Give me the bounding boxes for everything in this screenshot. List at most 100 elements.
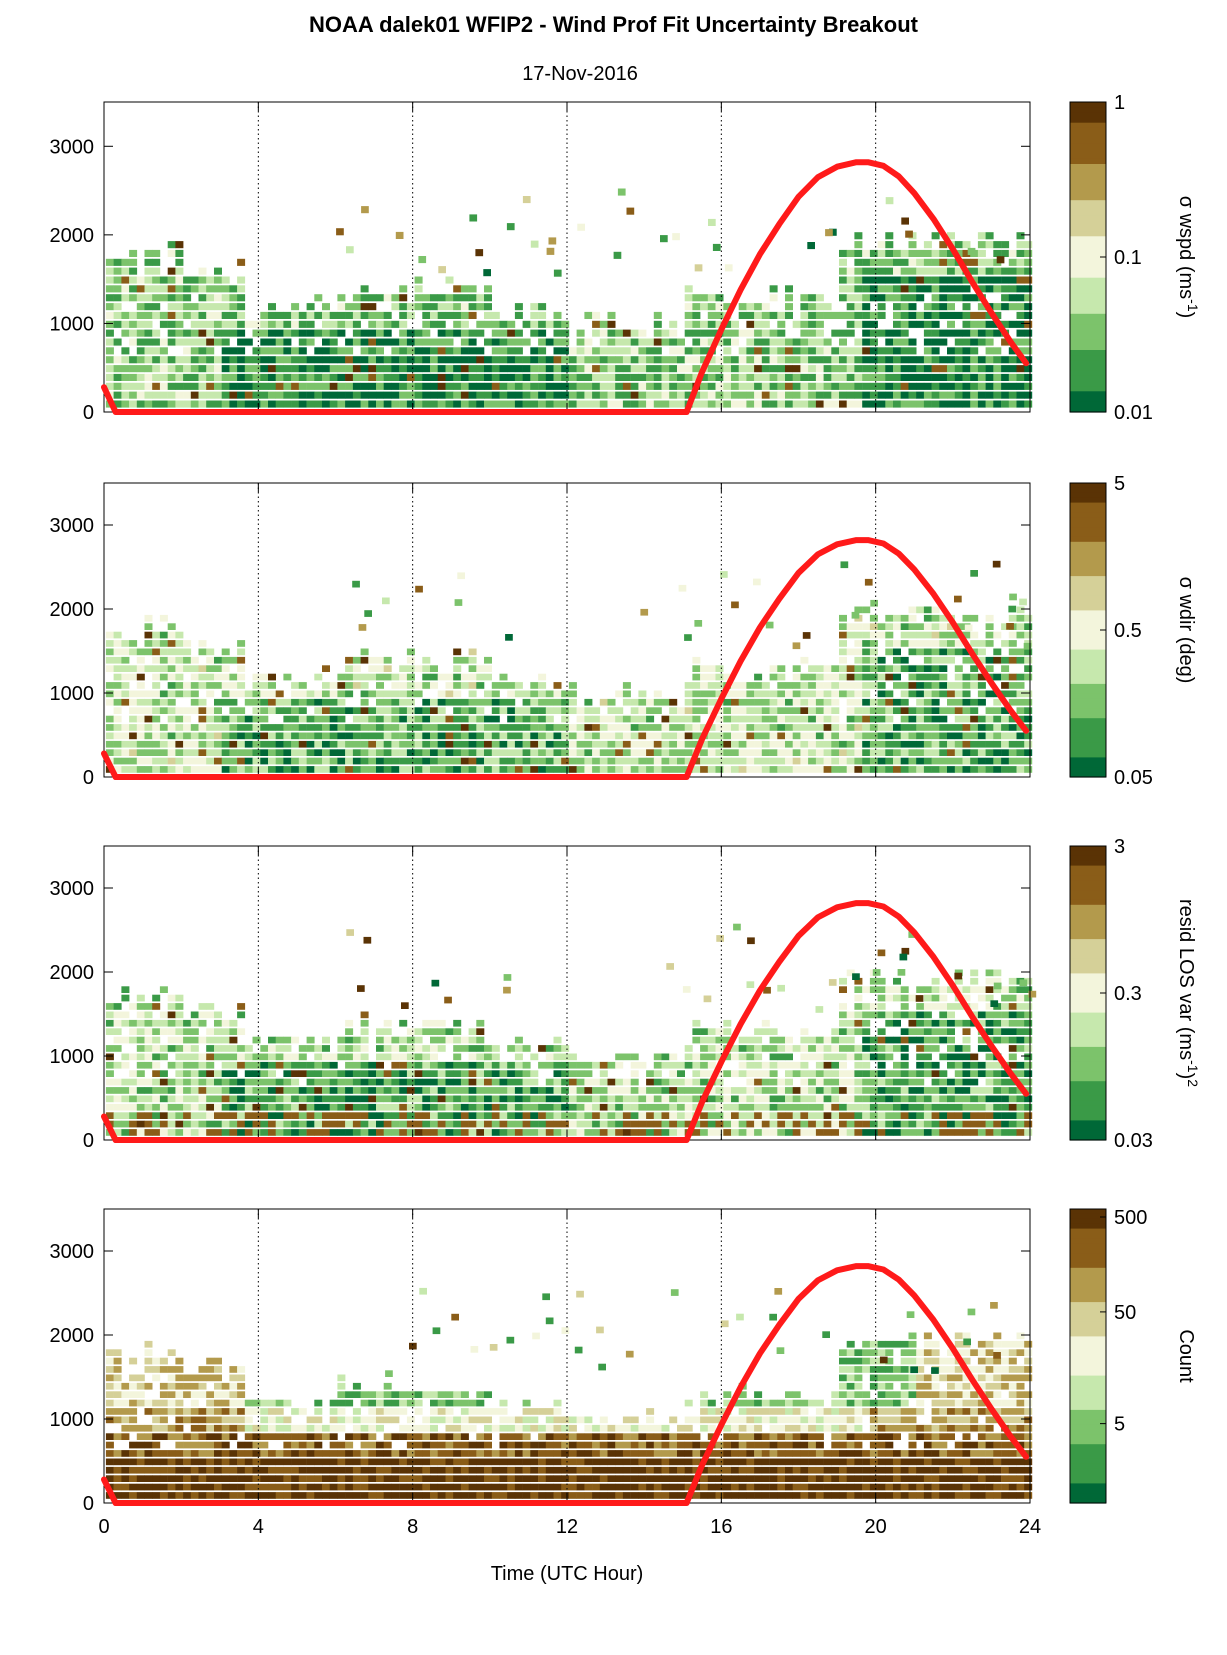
heatmap-cell xyxy=(800,1087,809,1094)
heatmap-cell xyxy=(391,749,400,756)
heatmap-cell xyxy=(846,690,855,698)
heatmap-cell xyxy=(129,1374,138,1382)
heatmap-cell xyxy=(121,656,130,664)
heatmap-cell xyxy=(622,1078,631,1086)
heatmap-cell xyxy=(337,766,346,773)
heatmap-cell xyxy=(646,1070,655,1077)
heatmap-cell xyxy=(761,1087,770,1094)
heatmap-cell xyxy=(437,356,446,364)
heatmap-cell xyxy=(893,665,901,672)
heatmap-cell xyxy=(484,356,492,364)
heatmap-cell xyxy=(1001,303,1010,311)
heatmap-cell xyxy=(1008,294,1017,302)
heatmap-cell xyxy=(839,1078,847,1086)
heatmap-cell xyxy=(962,1053,971,1061)
heatmap-cell xyxy=(939,614,948,622)
heatmap-cell xyxy=(152,1492,161,1499)
heatmap-cell xyxy=(360,1129,369,1136)
heatmap-cell xyxy=(206,303,215,311)
heatmap-cell xyxy=(430,715,438,723)
heatmap-cell xyxy=(808,311,817,319)
heatmap-cell xyxy=(839,285,847,293)
heatmap-cell xyxy=(360,391,369,399)
heatmap-cell xyxy=(283,698,292,706)
heatmap-cell xyxy=(268,356,276,364)
heatmap-cell xyxy=(136,766,145,773)
heatmap-cell xyxy=(723,347,732,355)
heatmap-cell xyxy=(183,640,192,647)
heatmap-cell xyxy=(167,267,176,275)
heatmap-cell xyxy=(900,640,909,647)
heatmap-cell xyxy=(653,1087,662,1094)
heatmap-cell xyxy=(399,1103,408,1111)
heatmap-cell xyxy=(561,715,570,723)
heatmap-cell xyxy=(221,1053,230,1061)
heatmap-cell xyxy=(237,640,246,647)
heatmap-cell xyxy=(931,373,940,381)
heatmap-cell xyxy=(660,235,668,243)
heatmap-cell xyxy=(329,1095,338,1103)
heatmap-cell xyxy=(507,356,516,364)
heatmap-cell xyxy=(152,1366,161,1373)
heatmap-cell xyxy=(468,1103,477,1111)
heatmap-cell xyxy=(422,391,431,399)
heatmap-cell xyxy=(869,732,878,740)
heatmap-cell xyxy=(954,356,963,364)
heatmap-cell xyxy=(237,373,246,381)
heatmap-cell xyxy=(985,1053,994,1061)
heatmap-cell xyxy=(931,1078,940,1086)
heatmap-cell xyxy=(923,347,932,355)
heatmap-cell xyxy=(129,1441,138,1449)
heatmap-cell xyxy=(314,329,323,337)
heatmap-cell xyxy=(376,749,384,756)
heatmap-cell xyxy=(522,740,531,748)
heatmap-cell xyxy=(700,1028,709,1035)
heatmap-cell xyxy=(522,749,531,756)
heatmap-cell xyxy=(291,373,300,381)
heatmap-cell xyxy=(431,979,440,987)
heatmap-cell xyxy=(939,329,948,337)
heatmap-cell xyxy=(437,1061,446,1069)
heatmap-cell xyxy=(406,1061,415,1069)
heatmap-cell xyxy=(885,400,894,408)
heatmap-cell xyxy=(877,400,886,408)
heatmap-cell xyxy=(383,1103,392,1111)
heatmap-cell xyxy=(507,707,516,714)
heatmap-cell xyxy=(352,732,361,740)
heatmap-cell xyxy=(175,249,184,257)
heatmap-cell xyxy=(183,1416,192,1424)
heatmap-cell xyxy=(491,1045,500,1052)
heatmap-cell xyxy=(1024,373,1033,381)
heatmap-cell xyxy=(653,749,662,756)
heatmap-cell xyxy=(576,1112,585,1119)
heatmap-cell xyxy=(761,707,770,714)
heatmap-cell xyxy=(738,1103,747,1111)
heatmap-cell xyxy=(630,1112,639,1119)
heatmap-cell xyxy=(499,1129,508,1136)
heatmap-cell xyxy=(136,757,145,765)
heatmap-cell xyxy=(653,400,662,408)
heatmap-cell xyxy=(237,338,246,346)
heatmap-cell xyxy=(792,1095,801,1103)
heatmap-cell xyxy=(646,356,655,364)
heatmap-cell xyxy=(900,1129,909,1136)
heatmap-cell xyxy=(476,365,485,373)
heatmap-cell xyxy=(438,266,446,274)
heatmap-cell xyxy=(337,391,346,399)
heatmap-cell xyxy=(406,356,415,364)
heatmap-cell xyxy=(653,1061,662,1069)
heatmap-cell xyxy=(939,1087,948,1094)
heatmap-cell xyxy=(568,724,577,731)
heatmap-cell xyxy=(260,707,269,714)
heatmap-cell xyxy=(792,400,801,408)
heatmap-cell xyxy=(422,732,431,740)
heatmap-cell xyxy=(476,356,485,364)
heatmap-cell xyxy=(723,391,732,399)
heatmap-cell xyxy=(746,1045,755,1052)
heatmap-cell xyxy=(754,1061,763,1069)
heatmap-cell xyxy=(792,373,801,381)
heatmap-cell xyxy=(800,1103,809,1111)
heatmap-cell xyxy=(908,766,917,773)
heatmap-cell xyxy=(561,382,570,390)
heatmap-cell xyxy=(893,382,901,390)
